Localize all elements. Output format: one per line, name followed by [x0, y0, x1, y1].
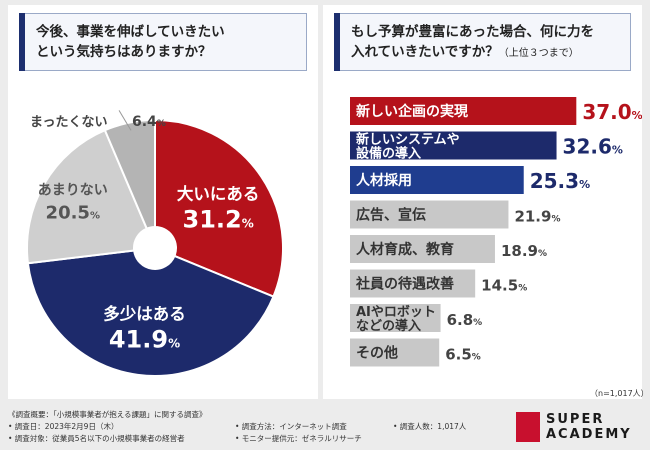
left-question-text: 今後、事業を伸ばしていきたい という気持ちはありますか？: [36, 24, 225, 60]
donut-slice-2: [26, 249, 275, 377]
donut-value-label: 6.4%: [132, 114, 166, 130]
bar-value-label: 18.9%: [501, 242, 547, 260]
footer-provider: • モニター提供元：ゼネラルリサーチ: [235, 434, 362, 443]
bar-7: [350, 304, 441, 332]
bar-category-label: 新しいシステムや: [356, 132, 460, 148]
sample-size-note: （n=1,017人）: [590, 389, 649, 398]
bar-value-label: 32.6%: [563, 135, 623, 159]
brand-mark-icon: [516, 412, 540, 442]
donut-slice-3: [26, 128, 149, 265]
brand-logo: SUPER ACADEMY: [516, 410, 642, 444]
question-accent-bar: [19, 13, 25, 71]
bar-category-label: 社員の待遇改善: [355, 276, 454, 293]
bar-1: [350, 97, 577, 125]
footer-count: • 調査人数：1,017人: [393, 422, 467, 431]
bar-4: [350, 200, 509, 229]
bar-category-label: その他: [356, 345, 398, 362]
right-panel: もし予算が豊富にあった場合、何に力を 入れていきたいですか？（上位３つまで） 新し…: [323, 5, 642, 399]
donut-value-label: 31.2%: [183, 206, 254, 234]
bar-value-label: 21.9%: [514, 208, 560, 226]
bar-5: [350, 235, 495, 263]
bar-value-label: 6.8%: [447, 311, 483, 329]
bar-value-label: 37.0%: [582, 100, 642, 124]
left-question-box: 今後、事業を伸ばしていきたい という気持ちはありますか？: [19, 13, 307, 71]
donut-category-label: 多少はある: [103, 303, 186, 323]
brand-name-line2: ACADEMY: [546, 427, 632, 442]
question-accent-bar: [334, 13, 340, 71]
bar-3: [350, 166, 524, 194]
bar-category-label: 設備の導入: [356, 146, 421, 162]
bar-category-label: 人材採用: [356, 172, 412, 189]
right-question-text: もし予算が豊富にあった場合、何に力を 入れていきたいですか？（上位３つまで）: [351, 24, 594, 60]
bar-category-label: などの導入: [356, 318, 421, 334]
left-panel: 今後、事業を伸ばしていきたい という気持ちはありますか？ 大いにある 31.2% 多少…: [8, 5, 318, 399]
bar-value-label: 14.5%: [481, 277, 527, 295]
donut-slice-4: [103, 118, 156, 230]
footer-date: • 調査日：2023年2月9日（木）: [8, 422, 119, 431]
footer-overview: 《調査概要：「小規模事業者が抱える課題」に関する調査》: [8, 410, 207, 419]
bar-category-label: 人材育成、教育: [356, 241, 454, 258]
brand-name-line1: SUPER: [546, 412, 605, 427]
bar-8: [350, 338, 440, 367]
donut-value-label: 20.5%: [46, 202, 100, 223]
bar-value-label: 25.3%: [530, 169, 590, 193]
bar-2: [350, 131, 557, 160]
donut-category-label: あまりない: [38, 182, 108, 198]
footer-method: • 調査方法：インターネット調査: [235, 422, 347, 431]
bar-value-label: 6.5%: [445, 346, 481, 364]
right-question-box: もし予算が豊富にあった場合、何に力を 入れていきたいですか？（上位３つまで）: [334, 13, 631, 71]
bar-category-label: 広告、宣伝: [356, 207, 426, 224]
bar-category-label: AIやロボット: [356, 304, 436, 320]
donut-slice-1: [154, 118, 284, 298]
donut-value-label: 41.9%: [109, 325, 180, 353]
bar-6: [350, 269, 476, 298]
donut-category-label: まったくない: [30, 115, 107, 130]
donut-category-label: 大いにある: [177, 184, 260, 204]
bar-category-label: 新しい企画の実現: [356, 103, 468, 120]
footer-target: • 調査対象：従業員5名以下の小規模事業者の経営者: [8, 434, 185, 443]
donut-leader-line: [118, 110, 132, 131]
